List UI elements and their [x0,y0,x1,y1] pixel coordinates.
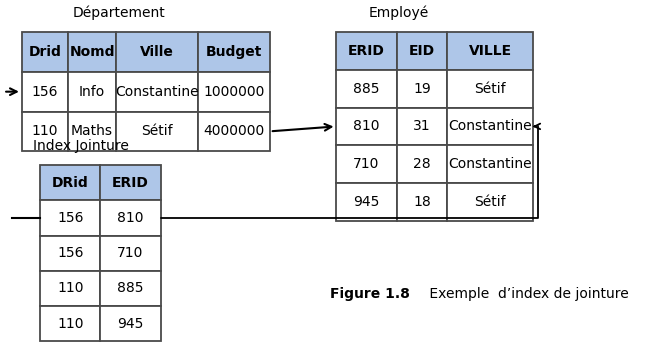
Bar [100,200,161,235]
Text: Exemple  d’index de jointure: Exemple d’index de jointure [425,287,629,301]
Bar [40,165,100,200]
Text: 110: 110 [57,317,83,330]
Bar [336,108,397,145]
Text: Info: Info [79,85,105,99]
Text: Département: Département [73,6,165,20]
Bar [40,271,100,306]
Text: 31: 31 [413,119,431,133]
Text: 156: 156 [57,246,83,260]
Bar [447,183,533,221]
Text: Sétif: Sétif [474,82,506,96]
Bar [100,306,161,341]
Text: 4000000: 4000000 [203,124,264,138]
Text: ERID: ERID [112,176,149,190]
Bar [397,32,447,70]
Bar [336,32,397,70]
Bar [198,32,270,72]
Bar [40,306,100,341]
Bar [22,32,68,72]
Text: 885: 885 [117,281,143,295]
Text: 18: 18 [413,195,431,209]
Text: Budget: Budget [206,45,262,59]
Text: Index Jointure: Index Jointure [33,139,129,153]
Bar [68,112,116,151]
Text: 710: 710 [354,157,379,171]
Text: Sétif: Sétif [141,124,173,138]
Text: 945: 945 [117,317,143,330]
Bar [397,183,447,221]
Text: 810: 810 [117,211,143,225]
Bar [336,183,397,221]
Text: 156: 156 [57,211,83,225]
Bar [116,112,198,151]
Text: Figure 1.8: Figure 1.8 [330,287,410,301]
Text: EID: EID [409,44,435,58]
Text: 110: 110 [57,281,83,295]
Text: 1000000: 1000000 [203,85,264,99]
Bar [198,72,270,112]
Text: Constantine: Constantine [448,119,532,133]
Bar [447,108,533,145]
Bar [22,72,68,112]
Bar [40,235,100,271]
Text: 710: 710 [117,246,143,260]
Text: Maths: Maths [71,124,113,138]
Text: ERID: ERID [348,44,385,58]
Text: VILLE: VILLE [469,44,512,58]
Text: Drid: Drid [28,45,61,59]
Bar [100,165,161,200]
Text: 810: 810 [353,119,379,133]
Bar [22,112,68,151]
Text: Ville: Ville [140,45,174,59]
Text: Employé: Employé [369,6,429,20]
Bar [68,32,116,72]
Text: Constantine: Constantine [115,85,199,99]
Bar [336,145,397,183]
Bar [397,145,447,183]
Bar [198,112,270,151]
Bar [447,32,533,70]
Text: 885: 885 [353,82,379,96]
Bar [397,70,447,108]
Bar [40,200,100,235]
Bar [447,70,533,108]
Bar [447,145,533,183]
Bar [116,32,198,72]
Text: 19: 19 [413,82,431,96]
Text: Constantine: Constantine [448,157,532,171]
Text: 28: 28 [413,157,431,171]
Bar [100,271,161,306]
Text: Nomd: Nomd [69,45,115,59]
Bar [116,72,198,112]
Text: 945: 945 [354,195,379,209]
Text: 156: 156 [32,85,58,99]
Bar [397,108,447,145]
Bar [68,72,116,112]
Text: Sétif: Sétif [474,195,506,209]
Bar [336,70,397,108]
Bar [100,235,161,271]
Text: DRid: DRid [52,176,89,190]
Text: 110: 110 [32,124,58,138]
